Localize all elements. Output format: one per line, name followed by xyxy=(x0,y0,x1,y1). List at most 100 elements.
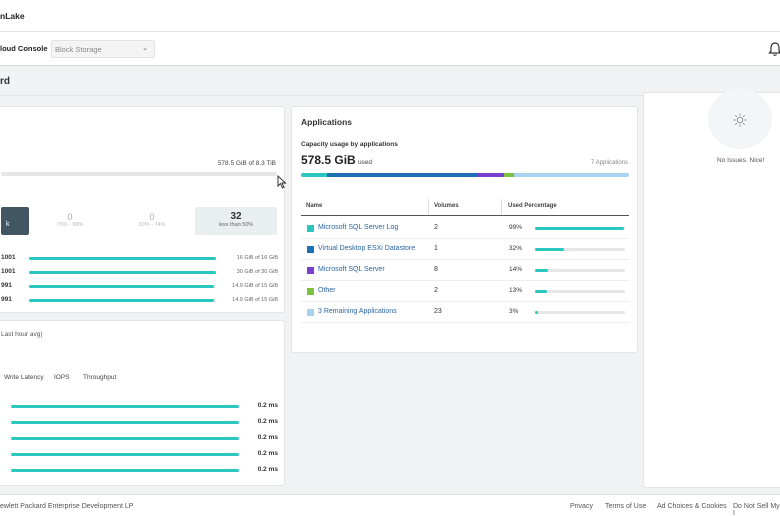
applications-total-value: 578.5 GiB xyxy=(301,153,356,167)
bucket-range: 50% - 74% xyxy=(138,222,166,228)
capacity-segment xyxy=(478,173,505,177)
latency-bar xyxy=(11,421,239,424)
bucket-75-99[interactable]: 0 75% - 99% xyxy=(31,207,109,235)
app-color-swatch xyxy=(307,267,314,274)
top-bar: nLake xyxy=(0,0,780,32)
latency-row: 0.2 ms xyxy=(0,433,286,445)
volume-name: 991 xyxy=(1,282,12,289)
volume-row[interactable]: 1001 16 GiB of 16 GiB xyxy=(0,253,286,265)
volume-value: 30 GiB of 30 GiB xyxy=(236,269,278,275)
footer-copyright: ewlett Packard Enterprise Development LP xyxy=(0,503,134,510)
bucket-count: 0 xyxy=(149,212,155,222)
app-volumes: 1 xyxy=(434,245,438,252)
app-used: 13% xyxy=(509,287,523,294)
applications-capacity-bar xyxy=(301,173,629,177)
bucket-count: 0 xyxy=(67,212,73,222)
latency-row: 0.2 ms xyxy=(0,449,286,461)
app-used-bar xyxy=(535,269,625,272)
volume-bar xyxy=(29,257,216,260)
latency-value: 0.2 ms xyxy=(257,466,278,473)
sun-icon xyxy=(733,113,747,127)
table-row[interactable]: Virtual Desktop ESXi Datastore 1 32% xyxy=(301,239,629,260)
volume-name: 1001 xyxy=(1,254,16,261)
latency-bar xyxy=(11,469,239,472)
footer: ewlett Packard Enterprise Development LP… xyxy=(0,494,780,516)
bucket-marker: k xyxy=(6,221,10,228)
capacity-segment xyxy=(327,173,479,177)
app-volumes: 2 xyxy=(434,224,438,231)
service-select[interactable]: Block Storage ⌄ xyxy=(51,40,155,58)
applications-subtitle: Capacity usage by applications xyxy=(301,141,398,148)
app-name-link[interactable]: Virtual Desktop ESXi Datastore xyxy=(318,245,416,252)
app-color-swatch xyxy=(307,309,314,316)
col-name-header[interactable]: Name xyxy=(306,203,323,209)
latency-bar xyxy=(11,405,239,408)
footer-link-terms[interactable]: Terms of Use xyxy=(605,503,647,510)
volume-bar xyxy=(29,285,216,288)
col-volumes-header[interactable]: Volumes xyxy=(434,203,459,209)
col-divider xyxy=(428,199,429,214)
table-row[interactable]: Other 2 13% xyxy=(301,281,629,302)
applications-title: Applications xyxy=(301,117,353,127)
console-title[interactable]: loud Console xyxy=(0,44,48,53)
col-used-header[interactable]: Used Percentage xyxy=(508,203,557,209)
performance-card: Last hour avg) Write Latency IOPS Throug… xyxy=(0,320,285,486)
performance-subtitle: Last hour avg) xyxy=(1,331,43,338)
app-name-link[interactable]: Microsoft SQL Server xyxy=(318,266,385,273)
table-row[interactable]: 3 Remaining Applications 23 3% xyxy=(301,302,629,323)
capacity-used-text: 578.5 GiB of 8.3 TiB xyxy=(217,160,276,167)
latency-value: 0.2 ms xyxy=(257,450,278,457)
volume-row[interactable]: 991 14.9 GiB of 15 GiB xyxy=(0,281,286,293)
app-used: 14% xyxy=(509,266,523,273)
capacity-segment xyxy=(301,173,328,177)
table-row[interactable]: Microsoft SQL Server Log 2 99% xyxy=(301,218,629,239)
volume-value: 14.9 GiB of 15 GiB xyxy=(232,283,278,289)
nav-bar: loud Console Block Storage ⌄ xyxy=(0,32,780,66)
capacity-card: 578.5 GiB of 8.3 TiB k 0 75% - 99% 0 50%… xyxy=(0,106,285,313)
footer-link-do-not-sell[interactable]: Do Not Sell My I xyxy=(733,503,780,516)
bucket-50-74[interactable]: 0 50% - 74% xyxy=(113,207,191,235)
volume-bar xyxy=(29,271,216,274)
footer-link-privacy[interactable]: Privacy xyxy=(570,503,593,510)
brand-logo[interactable]: nLake xyxy=(0,11,25,21)
volume-value: 14.9 GiB of 15 GiB xyxy=(232,297,278,303)
app-used-bar xyxy=(535,248,625,251)
latency-row: 0.2 ms xyxy=(0,465,286,477)
app-used-bar xyxy=(535,311,625,314)
tab-throughput[interactable]: Throughput xyxy=(83,374,117,381)
bucket-under-50[interactable]: 32 less than 50% xyxy=(195,207,277,235)
bucket-selected[interactable]: k xyxy=(1,207,29,235)
volume-bar xyxy=(29,299,216,302)
latency-row: 0.2 ms xyxy=(0,417,286,429)
app-name-link[interactable]: 3 Remaining Applications xyxy=(318,308,397,315)
app-volumes: 8 xyxy=(434,266,438,273)
latency-row: 0.2 ms xyxy=(0,401,286,413)
issues-text: No Issues. Nice! xyxy=(717,157,765,164)
applications-table-header: Name Volumes Used Percentage xyxy=(301,197,629,216)
app-name-link[interactable]: Microsoft SQL Server Log xyxy=(318,224,399,231)
bucket-count: 32 xyxy=(230,211,242,222)
chevron-down-icon: ⌄ xyxy=(142,45,148,52)
latency-bar xyxy=(11,453,239,456)
app-volumes: 23 xyxy=(434,308,442,315)
mouse-cursor-icon xyxy=(277,175,287,189)
app-name-link[interactable]: Other xyxy=(318,287,336,294)
volume-row[interactable]: 1001 30 GiB of 30 GiB xyxy=(0,267,286,279)
volume-row[interactable]: 991 14.9 GiB of 15 GiB xyxy=(0,295,286,307)
table-row[interactable]: Microsoft SQL Server 8 14% xyxy=(301,260,629,281)
app-used-bar xyxy=(535,227,625,230)
volume-name: 991 xyxy=(1,296,12,303)
footer-link-ad-choices[interactable]: Ad Choices & Cookies xyxy=(657,503,727,510)
service-select-value: Block Storage xyxy=(55,45,102,54)
bell-icon[interactable] xyxy=(768,41,780,57)
latency-bar xyxy=(11,437,239,440)
app-color-swatch xyxy=(307,288,314,295)
tab-iops[interactable]: IOPS xyxy=(54,374,70,381)
tab-write-latency[interactable]: Write Latency xyxy=(4,374,44,381)
applications-total-suffix: used xyxy=(357,159,373,166)
capacity-segment xyxy=(514,173,629,177)
app-used: 32% xyxy=(509,245,523,252)
app-volumes: 2 xyxy=(434,287,438,294)
issues-icon-circle xyxy=(708,89,772,149)
applications-total: 578.5 GiB used xyxy=(301,153,372,167)
